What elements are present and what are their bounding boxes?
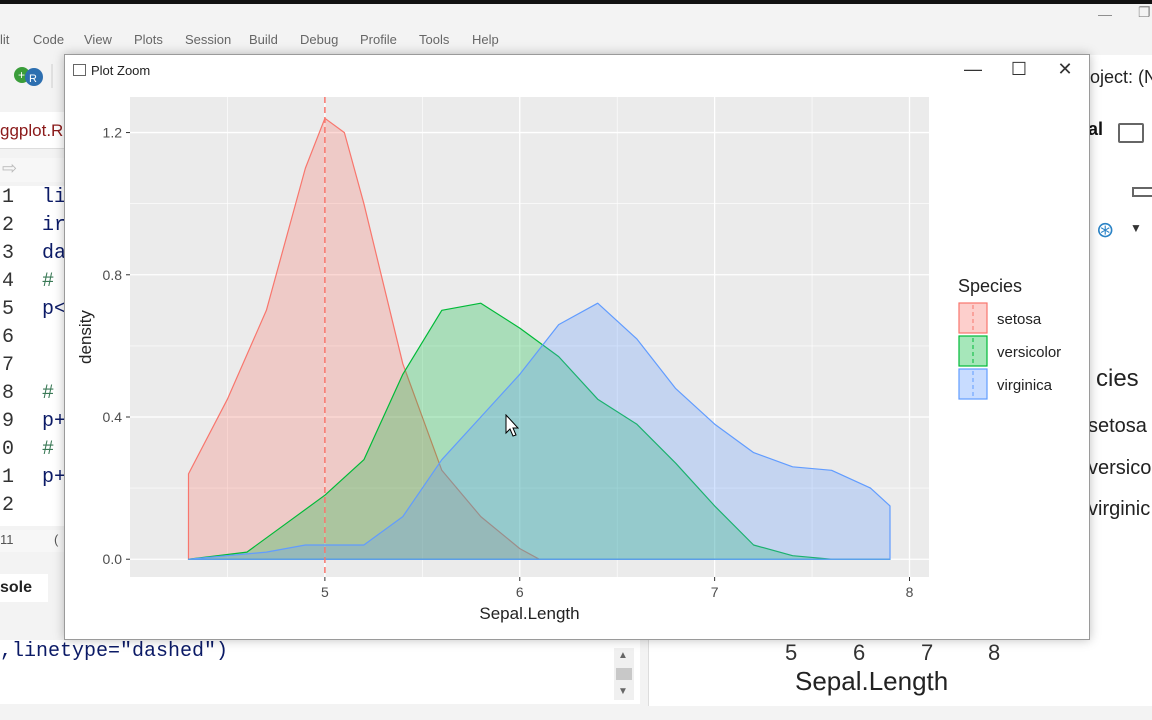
- legend-label: versicolor: [997, 344, 1061, 361]
- code-editor[interactable]: 1 li 2 ir 3 da 4 #5 p< 6 7 8 #9 p+ 0 #1 p+ 2: [0, 186, 66, 526]
- project-label[interactable]: oject: (No: [1090, 67, 1152, 87]
- scope-indicator: (: [54, 532, 59, 547]
- minimize-button[interactable]: —: [964, 59, 982, 79]
- editor-status: 11 (: [0, 530, 66, 552]
- density-area-virginica: [187, 302, 891, 560]
- line-number: 0: [1, 438, 14, 461]
- line-number: 6: [1, 326, 14, 349]
- maximize-button[interactable]: ☐: [1010, 59, 1028, 79]
- line-number: 9: [1, 410, 14, 433]
- bg-legend-item: setosa: [1088, 415, 1147, 437]
- x-axis-label: Sepal.Length: [479, 604, 579, 623]
- editor-tab[interactable]: ggplot.R: [0, 112, 68, 149]
- console-scrollbar[interactable]: ▲ ▼: [614, 648, 634, 700]
- app-maximize-icon[interactable]: ❐: [1138, 4, 1151, 20]
- close-button[interactable]: ✕: [1057, 59, 1073, 79]
- x-tick-label: 7: [711, 584, 719, 600]
- code-line[interactable]: li: [42, 186, 67, 209]
- code-line[interactable]: #: [42, 438, 55, 461]
- bg-plot-pane: 5 6 7 8 Sepal.Length: [648, 640, 1152, 706]
- code-line[interactable]: #: [42, 270, 55, 293]
- console[interactable]: ,linetype="dashed"): [0, 640, 640, 704]
- line-number: 7: [1, 354, 14, 377]
- code-line[interactable]: ir: [42, 214, 67, 237]
- bg-x-tick: 7: [921, 640, 934, 665]
- y-tick-label: 0.4: [103, 409, 123, 425]
- line-number: 1: [1, 186, 14, 209]
- x-tick-label: 6: [516, 584, 524, 600]
- x-tick-label: 5: [321, 584, 329, 600]
- scroll-up-icon[interactable]: ▲: [618, 650, 628, 661]
- bg-legend-title: cies: [1096, 365, 1139, 392]
- bg-x-label: Sepal.Length: [795, 666, 949, 696]
- menu-debug[interactable]: Debug: [300, 32, 339, 47]
- bg-legend-item: versico: [1088, 457, 1152, 479]
- svg-text:+: +: [18, 68, 25, 82]
- menu-build[interactable]: Build: [249, 32, 278, 47]
- window-titlebar[interactable]: Plot Zoom — ☐ ✕: [65, 55, 1089, 85]
- bg-x-tick: 5: [785, 640, 798, 665]
- scroll-down-icon[interactable]: ▼: [618, 686, 628, 697]
- maximize-pane-icon[interactable]: [1118, 123, 1144, 143]
- new-project-icon[interactable]: + R: [0, 52, 80, 98]
- console-tab[interactable]: sole: [0, 574, 48, 602]
- plot-zoom-window: Plot Zoom — ☐ ✕ 5 6 7 8 0.0 0.4 0.8 1.2 Sepal.Le…: [64, 54, 1090, 640]
- window-title: Plot Zoom: [91, 63, 151, 78]
- minimize-pane-icon[interactable]: [1132, 187, 1152, 197]
- svg-text:R: R: [29, 73, 37, 85]
- app-minimize-icon[interactable]: —: [1098, 6, 1112, 22]
- menu-session[interactable]: Session: [185, 32, 232, 47]
- code-line[interactable]: p+: [42, 466, 67, 489]
- forward-arrow-icon[interactable]: ⇨: [2, 158, 18, 178]
- menu-help[interactable]: Help: [472, 32, 499, 47]
- editor-toolbar: ⇨: [0, 158, 66, 182]
- y-tick-label: 1.2: [103, 125, 123, 141]
- plot-panel: [130, 97, 929, 577]
- menu-plots[interactable]: Plots: [134, 32, 163, 47]
- code-line[interactable]: p<: [42, 298, 67, 321]
- code-line[interactable]: p+: [42, 410, 67, 433]
- legend-title: Species: [958, 276, 1022, 296]
- code-line[interactable]: #: [42, 382, 55, 405]
- line-number: 2: [1, 494, 14, 517]
- right-pane: oject: (No al ⊛ ▼ cies setosa versico vi…: [1088, 55, 1152, 655]
- editor-tab-label: ggplot.R: [0, 121, 64, 140]
- bg-x-tick: 6: [853, 640, 866, 665]
- y-tick-label: 0.0: [103, 551, 123, 567]
- line-number: 1: [1, 466, 14, 489]
- menu-tools[interactable]: Tools: [419, 32, 450, 47]
- menu-view[interactable]: View: [84, 32, 112, 47]
- scroll-thumb[interactable]: [616, 668, 632, 680]
- bg-legend-item: virginic: [1088, 498, 1151, 520]
- menu-edit[interactable]: lit: [0, 32, 10, 47]
- mouse-cursor-icon: [505, 414, 519, 437]
- line-number: 3: [1, 242, 14, 265]
- legend-label: setosa: [997, 311, 1042, 328]
- menu-bar: lit Code View Plots Session Build Debug …: [0, 28, 1152, 52]
- bg-x-tick: 8: [988, 640, 1001, 665]
- x-tick-label: 8: [906, 584, 914, 600]
- code-line[interactable]: da: [42, 242, 67, 265]
- menu-profile[interactable]: Profile: [360, 32, 397, 47]
- chevron-down-icon[interactable]: ▼: [1130, 221, 1142, 235]
- y-tick-label: 0.8: [103, 267, 123, 283]
- console-tab-label: sole: [0, 579, 33, 596]
- line-number: 5: [1, 298, 14, 321]
- menu-code[interactable]: Code: [33, 32, 65, 47]
- publish-icon[interactable]: ⊛: [1096, 217, 1115, 242]
- y-axis-label: density: [76, 310, 95, 364]
- window-app-icon: [73, 64, 86, 76]
- density-plot: 5 6 7 8 0.0 0.4 0.8 1.2 Sepal.Length density Speci…: [76, 97, 1061, 623]
- line-number: 8: [1, 382, 14, 405]
- legend-label: virginica: [997, 377, 1053, 394]
- line-number: 4: [1, 270, 14, 293]
- cursor-position: 11: [0, 532, 14, 547]
- line-number: 2: [1, 214, 14, 237]
- right-tab-label[interactable]: al: [1088, 119, 1104, 139]
- density-area-versicolor: [187, 302, 891, 560]
- console-output: ,linetype="dashed"): [0, 640, 229, 663]
- top-border: [0, 0, 1152, 4]
